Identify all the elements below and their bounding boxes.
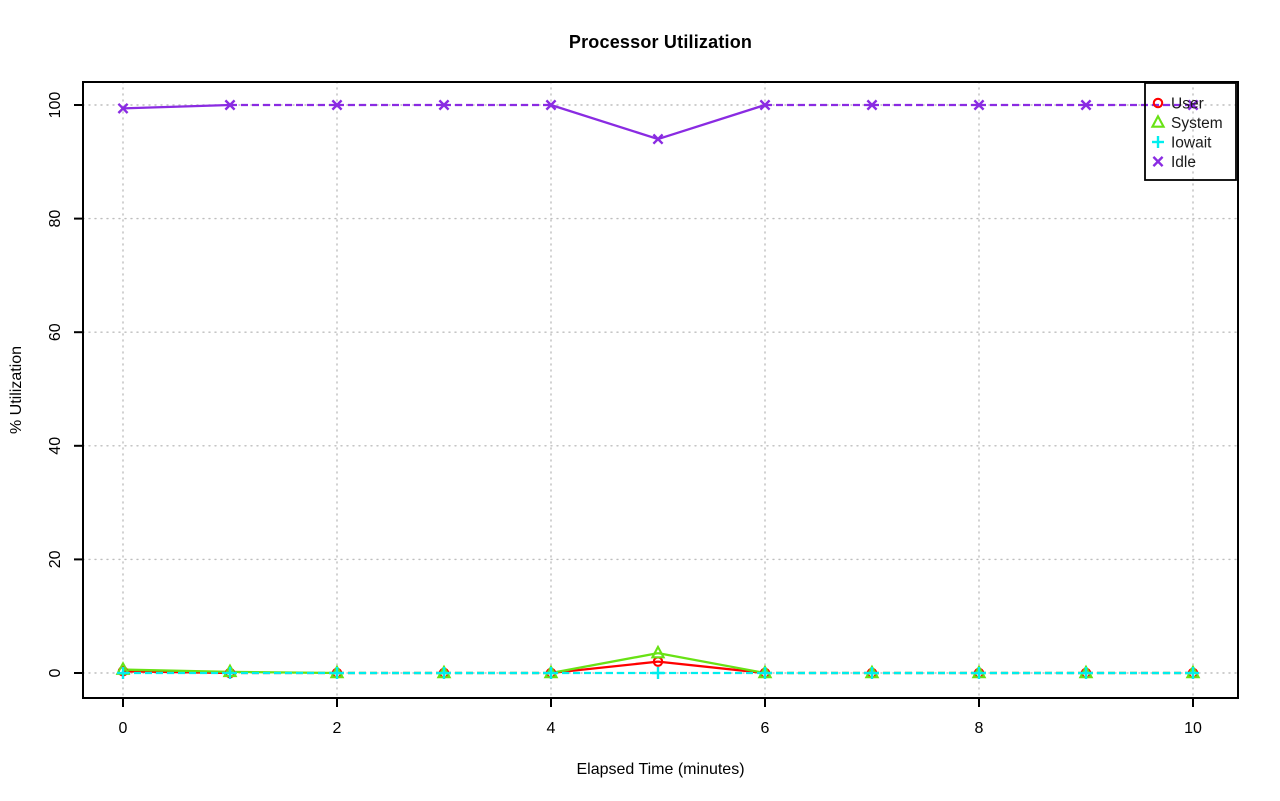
data-point-marker-idle	[973, 99, 985, 111]
x-axis-label: Elapsed Time (minutes)	[576, 761, 745, 778]
data-point-marker-idle	[545, 99, 557, 111]
plot-border	[82, 81, 1239, 699]
data-point-marker-idle	[866, 99, 878, 111]
x-tick-label: 2	[333, 720, 342, 737]
series-line-idle	[550, 103, 659, 141]
series-line-system	[657, 651, 766, 675]
y-axis-label: % Utilization	[8, 345, 25, 435]
data-point-marker-idle	[331, 99, 343, 111]
data-point-marker-idle	[224, 99, 236, 111]
x-tick-label: 6	[761, 720, 770, 737]
chart-title: Processor Utilization	[568, 32, 753, 52]
legend-label-iowait: Iowait	[1171, 135, 1212, 152]
legend-label-user: User	[1171, 96, 1204, 113]
data-point-marker-idle	[1187, 99, 1199, 111]
legend-marker-idle	[1152, 156, 1164, 167]
y-tick-label: 0	[47, 668, 64, 677]
x-tick-label: 0	[119, 720, 128, 737]
data-point-marker-system	[650, 644, 666, 659]
series-line-idle	[657, 103, 766, 141]
data-point-marker-idle	[1080, 99, 1092, 111]
y-tick-label: 20	[47, 550, 64, 568]
legend-marker-user	[1152, 97, 1164, 109]
x-tick-label: 4	[547, 720, 556, 737]
series-line-system	[122, 668, 231, 674]
data-point-marker-idle	[759, 99, 771, 111]
series-line-user	[550, 660, 659, 675]
series-line-idle	[122, 103, 231, 110]
y-tick-label: 100	[47, 92, 64, 119]
y-tick-label: 80	[47, 210, 64, 228]
data-point-marker-idle	[438, 99, 450, 111]
x-tick-label: 8	[975, 720, 984, 737]
series-line-user	[657, 660, 766, 675]
data-point-marker-idle	[652, 133, 664, 145]
series-line-system	[550, 651, 659, 675]
legend-label-idle: Idle	[1171, 154, 1196, 171]
y-tick-label: 60	[47, 323, 64, 341]
legend-label-system: System	[1171, 115, 1223, 132]
y-tick-label: 40	[47, 437, 64, 455]
data-point-marker-idle	[117, 102, 129, 114]
x-tick-label: 10	[1184, 720, 1202, 737]
legend-box	[1144, 82, 1237, 181]
legend-marker-system	[1150, 114, 1166, 128]
